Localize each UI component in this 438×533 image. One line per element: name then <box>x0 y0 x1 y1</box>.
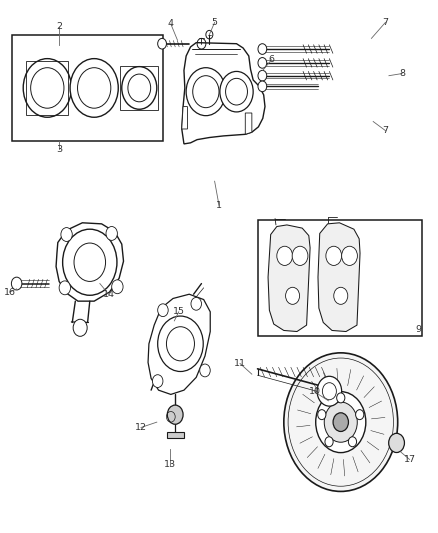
Text: 7: 7 <box>382 18 389 27</box>
Bar <box>26 61 68 115</box>
Circle shape <box>258 81 267 92</box>
Text: 4: 4 <box>168 20 174 28</box>
Circle shape <box>186 68 226 116</box>
Circle shape <box>337 393 345 403</box>
Circle shape <box>324 402 357 442</box>
Text: 10: 10 <box>308 387 321 396</box>
Circle shape <box>70 59 118 117</box>
Polygon shape <box>182 43 265 144</box>
Polygon shape <box>56 223 124 301</box>
Polygon shape <box>182 107 187 129</box>
Circle shape <box>258 44 267 54</box>
Circle shape <box>286 287 300 304</box>
Polygon shape <box>268 225 310 332</box>
Circle shape <box>258 58 267 68</box>
Circle shape <box>206 30 213 39</box>
Polygon shape <box>318 223 360 332</box>
Circle shape <box>158 38 166 49</box>
Circle shape <box>152 375 163 387</box>
Circle shape <box>23 59 71 117</box>
Circle shape <box>191 297 201 310</box>
Text: 3: 3 <box>56 145 62 154</box>
Text: 13: 13 <box>164 461 176 469</box>
Circle shape <box>158 316 203 372</box>
Text: 8: 8 <box>399 69 405 78</box>
Text: 16: 16 <box>4 288 16 296</box>
Circle shape <box>326 246 342 265</box>
Circle shape <box>317 376 342 406</box>
Polygon shape <box>148 294 210 394</box>
Circle shape <box>61 228 72 241</box>
Circle shape <box>348 437 357 447</box>
Circle shape <box>277 246 293 265</box>
Text: 17: 17 <box>403 455 416 464</box>
Circle shape <box>316 392 366 453</box>
Circle shape <box>342 246 357 265</box>
Circle shape <box>59 281 71 295</box>
Circle shape <box>63 229 117 295</box>
Circle shape <box>284 353 398 491</box>
Circle shape <box>200 364 210 377</box>
Bar <box>12 35 163 141</box>
Circle shape <box>334 287 348 304</box>
Bar <box>258 220 422 336</box>
Text: 9: 9 <box>415 325 421 334</box>
Circle shape <box>220 71 253 112</box>
Circle shape <box>356 410 364 419</box>
Circle shape <box>73 319 87 336</box>
Circle shape <box>158 304 168 317</box>
Polygon shape <box>245 113 252 134</box>
Text: 12: 12 <box>135 423 147 432</box>
Bar <box>120 66 158 110</box>
Circle shape <box>122 67 157 109</box>
Text: 15: 15 <box>173 308 185 316</box>
Circle shape <box>258 70 267 81</box>
Circle shape <box>318 410 326 419</box>
Circle shape <box>333 413 349 432</box>
Circle shape <box>106 227 117 240</box>
Text: 1: 1 <box>216 201 222 209</box>
Circle shape <box>325 437 333 447</box>
Text: 5: 5 <box>212 18 218 27</box>
Text: 7: 7 <box>382 126 389 135</box>
Circle shape <box>292 246 308 265</box>
Circle shape <box>167 405 183 424</box>
Bar <box>167 432 184 438</box>
Circle shape <box>112 280 123 294</box>
Text: 6: 6 <box>268 55 275 64</box>
Circle shape <box>11 277 22 290</box>
Text: 14: 14 <box>102 290 115 298</box>
Circle shape <box>389 433 404 453</box>
Text: 11: 11 <box>234 359 246 368</box>
Text: 2: 2 <box>56 22 62 31</box>
